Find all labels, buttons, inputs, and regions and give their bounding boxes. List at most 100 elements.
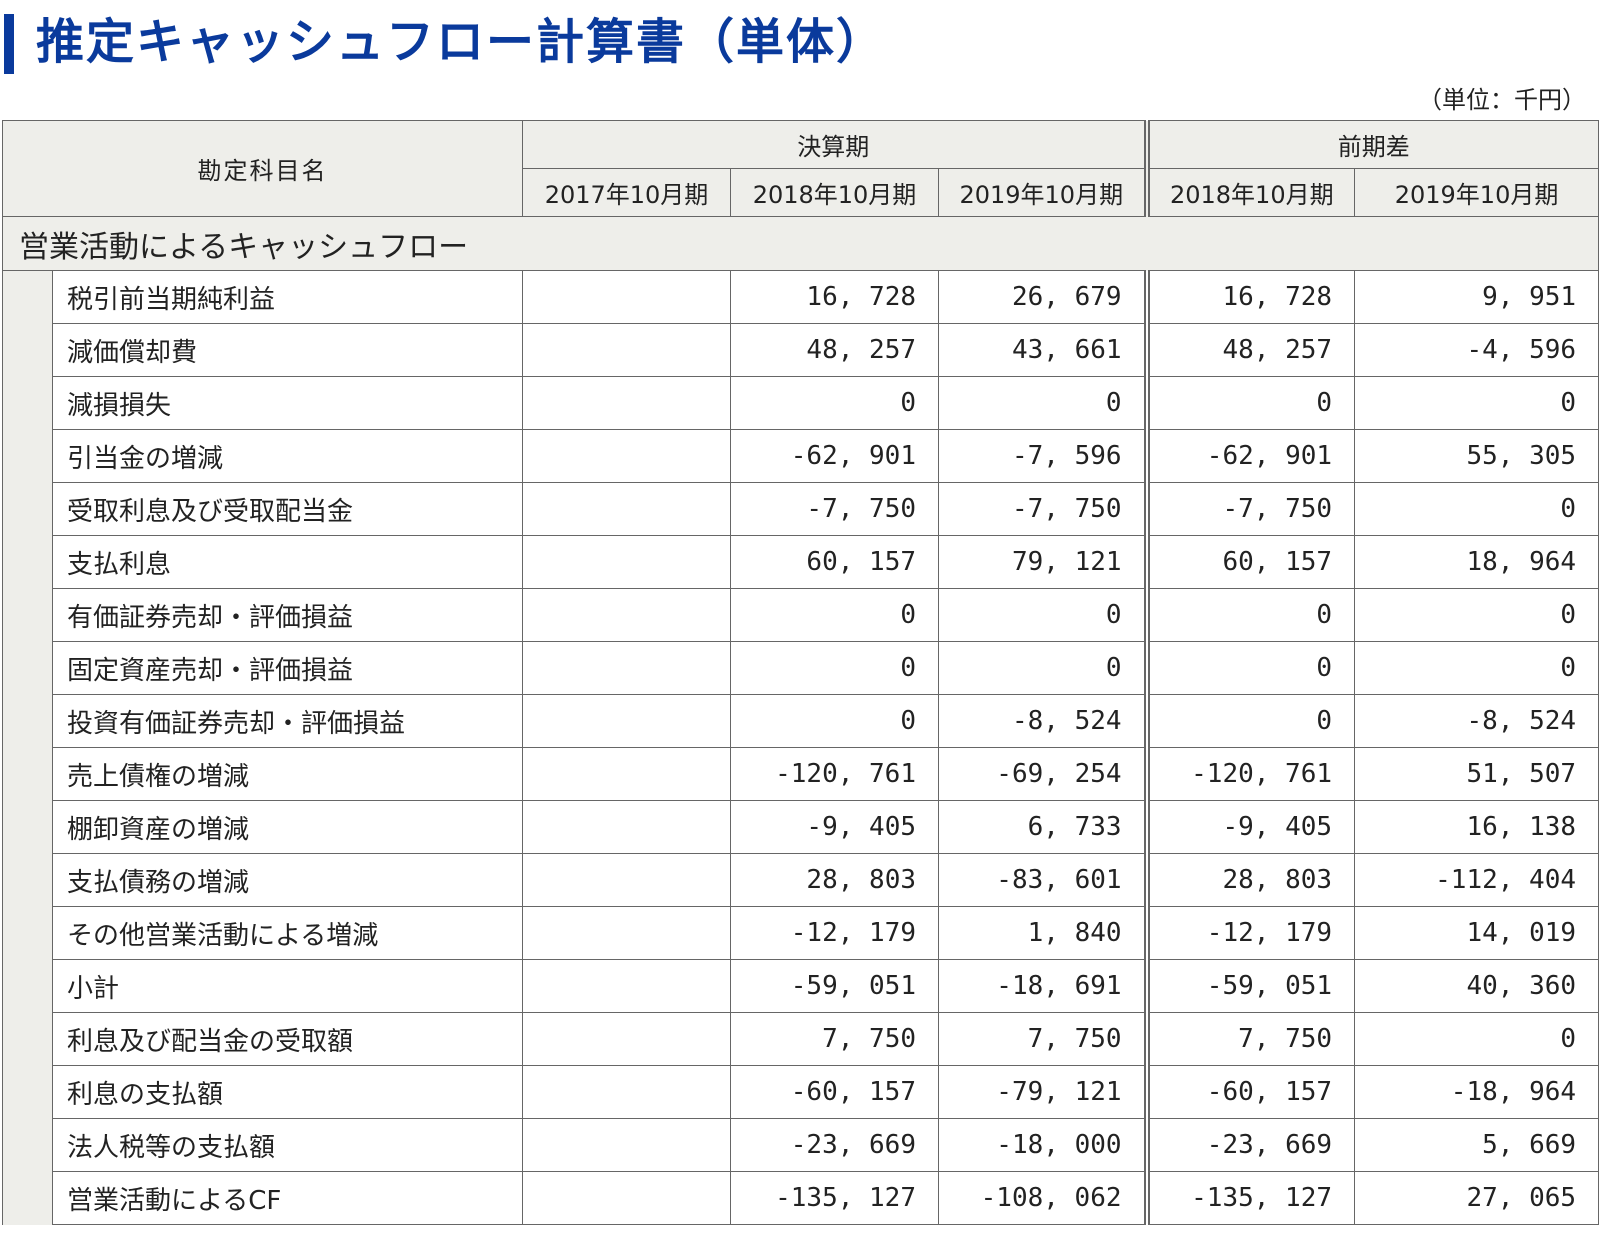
- row-label: 受取利息及び受取配当金: [52, 482, 523, 536]
- header-period-2018: 2018年10月期: [730, 168, 939, 217]
- cell-v2018: 60, 157: [730, 535, 939, 589]
- table-row: 引当金の増減 -62, 901 -7, 596 -62, 901 55, 305: [2, 429, 1600, 483]
- cell-v2017: [522, 323, 731, 377]
- row-label: 投資有価証券売却・評価損益: [52, 694, 523, 748]
- table-row: 減価償却費 48, 257 43, 661 48, 257 -4, 596: [2, 323, 1600, 377]
- cell-v2019: 6, 733: [937, 800, 1148, 854]
- row-indent: [2, 694, 53, 748]
- cell-d2018: 16, 728: [1143, 270, 1356, 324]
- cell-d2019: -18, 964: [1354, 1065, 1600, 1119]
- table-row: 支払債務の増減 28, 803 -83, 601 28, 803 -112, 404: [2, 853, 1600, 907]
- cell-v2018: -135, 127: [730, 1171, 939, 1225]
- cell-d2018: 0: [1143, 694, 1356, 748]
- cell-v2018: 0: [730, 376, 939, 430]
- cell-v2019: -7, 750: [937, 482, 1148, 536]
- section-title: 営業活動によるキャッシュフロー: [1, 216, 1600, 271]
- header-period-2019: 2019年10月期: [937, 168, 1148, 217]
- row-indent: [2, 906, 53, 960]
- cell-v2018: 7, 750: [730, 1012, 939, 1066]
- cell-d2019: 9, 951: [1354, 270, 1600, 324]
- cell-v2018: 48, 257: [730, 323, 939, 377]
- cell-d2018: 0: [1143, 588, 1356, 642]
- cell-v2017: [522, 1171, 731, 1225]
- cashflow-table: 勘定科目名 決算期 前期差 2017年10月期 2018年10月期 2019年1…: [1, 120, 1600, 1225]
- cell-d2018: 0: [1143, 376, 1356, 430]
- header-diff-2018: 2018年10月期: [1143, 168, 1356, 217]
- cell-d2019: 55, 305: [1354, 429, 1600, 483]
- cell-v2019: 26, 679: [937, 270, 1148, 324]
- cell-v2017: [522, 1012, 731, 1066]
- row-label: 引当金の増減: [52, 429, 523, 483]
- cell-v2019: 43, 661: [937, 323, 1148, 377]
- row-label: 減価償却費: [52, 323, 523, 377]
- cell-v2017: [522, 1118, 731, 1172]
- cell-d2019: -112, 404: [1354, 853, 1600, 907]
- cell-d2018: -135, 127: [1143, 1171, 1356, 1225]
- cell-d2019: 0: [1354, 482, 1600, 536]
- cell-d2019: 27, 065: [1354, 1171, 1600, 1225]
- row-label: 税引前当期純利益: [52, 270, 523, 324]
- cell-v2017: [522, 588, 731, 642]
- table-row: 法人税等の支払額 -23, 669 -18, 000 -23, 669 5, 669: [2, 1118, 1600, 1172]
- cell-d2018: -60, 157: [1143, 1065, 1356, 1119]
- row-indent: [2, 1171, 53, 1225]
- cell-v2017: [522, 429, 731, 483]
- header-account-name: 勘定科目名: [2, 120, 523, 217]
- cell-v2017: [522, 800, 731, 854]
- table-row: 有価証券売却・評価損益 0 0 0 0: [2, 588, 1600, 642]
- cell-d2019: 0: [1354, 641, 1600, 695]
- cell-d2019: -8, 524: [1354, 694, 1600, 748]
- row-indent: [2, 959, 53, 1013]
- cell-d2018: 28, 803: [1143, 853, 1356, 907]
- row-label: 売上債権の増減: [52, 747, 523, 801]
- cell-v2019: 7, 750: [937, 1012, 1148, 1066]
- cell-v2019: -83, 601: [937, 853, 1148, 907]
- cell-d2019: 5, 669: [1354, 1118, 1600, 1172]
- cell-v2018: -23, 669: [730, 1118, 939, 1172]
- title-accent-bar: [4, 14, 14, 74]
- row-label: 営業活動によるCF: [52, 1171, 523, 1225]
- cell-d2018: -12, 179: [1143, 906, 1356, 960]
- cell-v2019: -18, 691: [937, 959, 1148, 1013]
- table-row: 減損損失 0 0 0 0: [2, 376, 1600, 430]
- cell-d2018: -9, 405: [1143, 800, 1356, 854]
- row-label: 小計: [52, 959, 523, 1013]
- cell-v2017: [522, 853, 731, 907]
- cell-d2019: 40, 360: [1354, 959, 1600, 1013]
- unit-note: （単位：千円）: [1418, 86, 1586, 114]
- table-row: 営業活動によるCF -135, 127 -108, 062 -135, 127 27, …: [2, 1171, 1600, 1225]
- cell-d2019: 0: [1354, 1012, 1600, 1066]
- cell-v2018: 0: [730, 694, 939, 748]
- table-row: 棚卸資産の増減 -9, 405 6, 733 -9, 405 16, 138: [2, 800, 1600, 854]
- cell-d2019: 14, 019: [1354, 906, 1600, 960]
- cell-v2019: 79, 121: [937, 535, 1148, 589]
- row-indent: [2, 535, 53, 589]
- row-indent: [2, 376, 53, 430]
- cell-d2018: -7, 750: [1143, 482, 1356, 536]
- cell-d2019: 18, 964: [1354, 535, 1600, 589]
- cell-v2018: -9, 405: [730, 800, 939, 854]
- cell-v2017: [522, 906, 731, 960]
- row-label: 固定資産売却・評価損益: [52, 641, 523, 695]
- cell-v2019: -18, 000: [937, 1118, 1148, 1172]
- table-row: 利息及び配当金の受取額 7, 750 7, 750 7, 750 0: [2, 1012, 1600, 1066]
- row-label: 有価証券売却・評価損益: [52, 588, 523, 642]
- table-row: 受取利息及び受取配当金 -7, 750 -7, 750 -7, 750 0: [2, 482, 1600, 536]
- cell-v2019: -79, 121: [937, 1065, 1148, 1119]
- table-row: 支払利息 60, 157 79, 121 60, 157 18, 964: [2, 535, 1600, 589]
- cell-v2017: [522, 694, 731, 748]
- cell-v2017: [522, 641, 731, 695]
- cell-v2017: [522, 959, 731, 1013]
- cell-v2019: -69, 254: [937, 747, 1148, 801]
- row-indent: [2, 641, 53, 695]
- cell-v2018: 0: [730, 588, 939, 642]
- header-group-diff: 前期差: [1143, 120, 1600, 169]
- row-indent: [2, 270, 53, 324]
- cell-d2019: 0: [1354, 376, 1600, 430]
- cell-d2018: 0: [1143, 641, 1356, 695]
- cell-d2018: -62, 901: [1143, 429, 1356, 483]
- cell-v2018: 0: [730, 641, 939, 695]
- row-indent: [2, 429, 53, 483]
- cell-v2018: -59, 051: [730, 959, 939, 1013]
- header-group-settlement: 決算期: [521, 120, 1148, 169]
